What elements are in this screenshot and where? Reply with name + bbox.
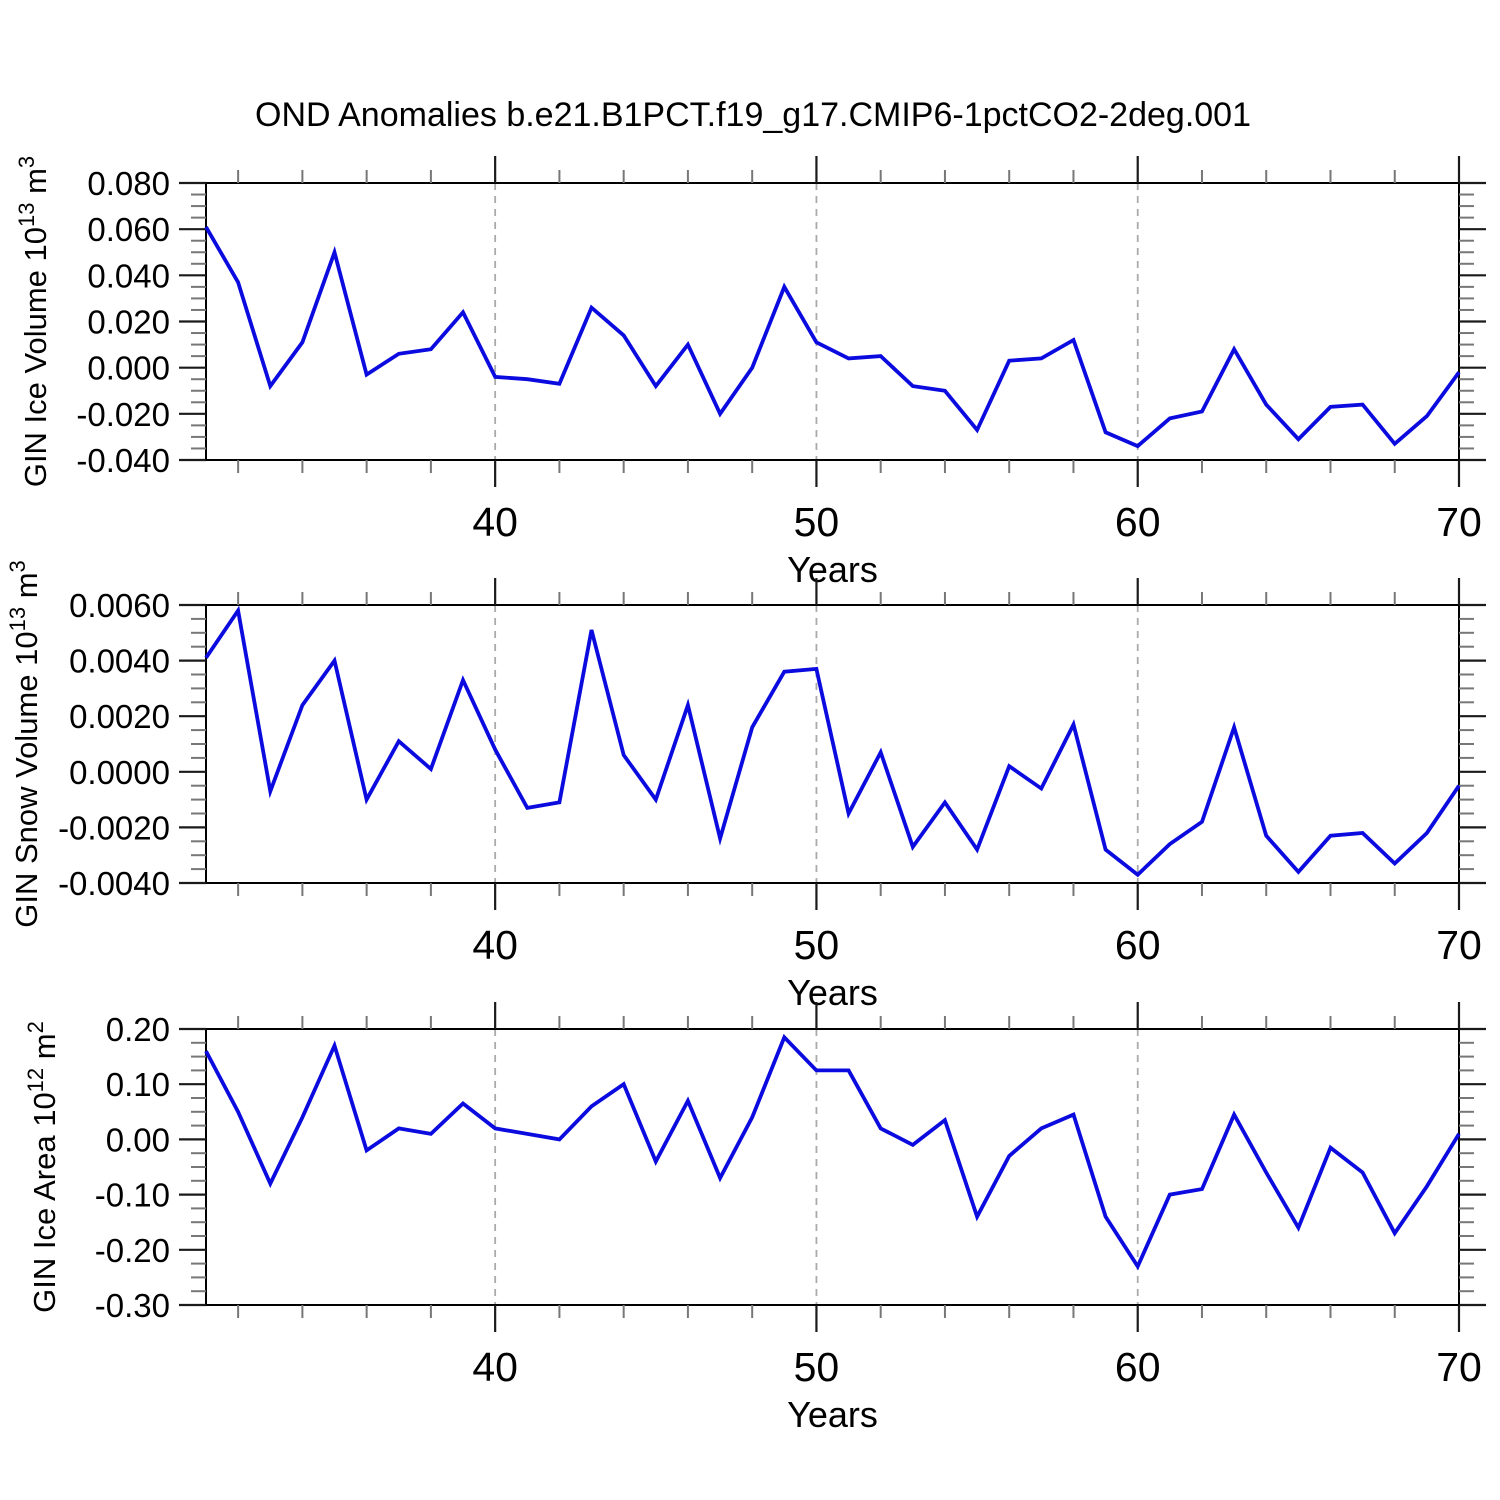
y-tick-label--0.020: -0.020 bbox=[76, 396, 170, 433]
y-tick-label-0.020: 0.020 bbox=[87, 304, 170, 341]
y-tick-label-0.080: 0.080 bbox=[87, 165, 170, 202]
panel-2: 40 50 60 70 Years 0.0060 0.0040 0.0020 0.0000 -0.… bbox=[5, 560, 1486, 1013]
panel-1-y-axis-title: GIN Ice Volume 1013 m3 bbox=[14, 156, 53, 487]
y-tick-label-0.00: 0.00 bbox=[106, 1121, 170, 1158]
panel-3-y-ticks bbox=[179, 1027, 1486, 1307]
y-tick-label-0.0000: 0.0000 bbox=[69, 754, 170, 791]
panel-1-x-ticks bbox=[237, 156, 1461, 487]
figure-title: OND Anomalies b.e21.B1PCT.f19_g17.CMIP6-… bbox=[255, 96, 1251, 134]
panel-2-y-ticks bbox=[179, 603, 1486, 885]
panel-1-x-axis-title: Years bbox=[787, 549, 878, 590]
y-tick-label--0.10: -0.10 bbox=[95, 1177, 170, 1214]
y-tick-label-0.000: 0.000 bbox=[87, 350, 170, 387]
y-tick-label--0.0040: -0.0040 bbox=[58, 865, 170, 902]
panel-2-x-axis-title: Years bbox=[787, 972, 878, 1013]
x-tick-label-70: 70 bbox=[1436, 1344, 1482, 1390]
panel-1-frame bbox=[205, 182, 1460, 461]
x-tick-label-40: 40 bbox=[472, 1344, 518, 1390]
panel-2-x-ticks bbox=[237, 578, 1461, 910]
x-tick-label-50: 50 bbox=[794, 1344, 840, 1390]
x-tick-label-40: 40 bbox=[472, 499, 518, 545]
panel-2-y-axis-title: GIN Snow Volume 1013 m3 bbox=[5, 560, 44, 928]
panel-3-x-ticks bbox=[237, 1002, 1461, 1332]
panel-1-data-line bbox=[204, 225, 1461, 449]
y-tick-label--0.20: -0.20 bbox=[95, 1232, 170, 1269]
panel-3-x-axis-title: Years bbox=[787, 1394, 878, 1435]
panel-3: 40 50 60 70 Years 0.20 0.10 0.00 -0.10 -0.20 -0.30… bbox=[23, 1002, 1486, 1435]
panel-3-data-line bbox=[204, 1033, 1461, 1271]
panel-3-y-axis-title: GIN Ice Area 1012 m2 bbox=[23, 1021, 62, 1313]
y-tick-label-0.060: 0.060 bbox=[87, 211, 170, 248]
panel-3-gridlines bbox=[494, 1029, 1139, 1305]
y-tick-label--0.0020: -0.0020 bbox=[58, 809, 170, 846]
y-tick-label-0.0060: 0.0060 bbox=[69, 587, 170, 624]
panel-1-gridlines bbox=[494, 183, 1139, 460]
panel-2-data-line bbox=[204, 605, 1461, 878]
y-tick-label-0.10: 0.10 bbox=[106, 1066, 170, 1103]
x-tick-label-50: 50 bbox=[794, 922, 840, 968]
y-tick-label--0.30: -0.30 bbox=[95, 1287, 170, 1324]
x-tick-label-60: 60 bbox=[1115, 1344, 1161, 1390]
y-tick-label-0.0040: 0.0040 bbox=[69, 643, 170, 680]
x-tick-label-70: 70 bbox=[1436, 499, 1482, 545]
panel-1: 40 50 60 70 Years 0.080 0.060 0.040 0.020 0.000 -0… bbox=[14, 156, 1486, 590]
x-tick-label-70: 70 bbox=[1436, 922, 1482, 968]
y-tick-label-0.040: 0.040 bbox=[87, 257, 170, 294]
x-tick-label-40: 40 bbox=[472, 922, 518, 968]
panel-2-gridlines bbox=[494, 605, 1139, 883]
y-tick-label--0.040: -0.040 bbox=[76, 442, 170, 479]
panels-root: 40 50 60 70 Years 0.080 0.060 0.040 0.020 0.000 -0… bbox=[5, 156, 1486, 1435]
y-tick-label-0.0020: 0.0020 bbox=[69, 698, 170, 735]
x-tick-label-60: 60 bbox=[1115, 499, 1161, 545]
y-tick-label-0.20: 0.20 bbox=[106, 1011, 170, 1048]
x-tick-label-50: 50 bbox=[794, 499, 840, 545]
panel-1-y-ticks bbox=[179, 181, 1486, 462]
x-tick-label-60: 60 bbox=[1115, 922, 1161, 968]
